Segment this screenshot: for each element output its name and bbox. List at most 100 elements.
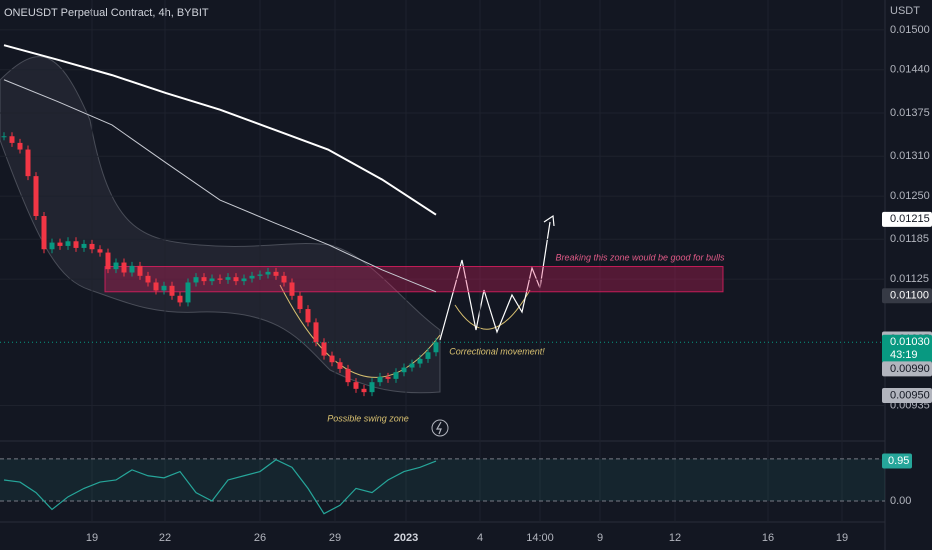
price-badge-label: 0.00990 [890, 363, 930, 375]
y-tick-label: 0.01375 [890, 107, 930, 119]
candle [393, 372, 399, 379]
candle [289, 282, 295, 296]
projection-path [439, 221, 551, 341]
x-tick-label: 26 [254, 532, 266, 544]
candle [137, 265, 143, 276]
oscillator-tick-label: 0.00 [890, 495, 911, 507]
candle [161, 285, 167, 291]
candle [65, 241, 71, 246]
candle [177, 295, 183, 303]
y-tick-label: 0.01125 [890, 273, 929, 285]
candle [73, 241, 79, 248]
candle [321, 342, 327, 356]
candle [369, 382, 375, 393]
candle [153, 282, 159, 291]
candle [57, 242, 63, 246]
candle [425, 352, 431, 359]
candle [89, 243, 95, 250]
price-badge [882, 288, 932, 304]
annotation: Possible swing zone [327, 413, 409, 423]
x-tick-label: 4 [477, 532, 483, 544]
candle [265, 271, 271, 275]
candle [281, 275, 287, 283]
candle [97, 249, 103, 253]
moving-average [3, 79, 437, 293]
candle [41, 216, 47, 250]
candle [201, 277, 207, 282]
y-tick-label: 0.01500 [890, 24, 930, 36]
candle [9, 136, 15, 143]
x-tick-label: 2023 [394, 532, 418, 544]
candle [329, 355, 335, 363]
x-tick-label: 12 [669, 532, 681, 544]
candle [121, 262, 127, 273]
moving-average [3, 44, 437, 216]
band-area [0, 56, 441, 394]
oscillator-line [3, 459, 437, 515]
x-tick-label: 29 [329, 532, 341, 544]
y-tick-label: 0.01185 [890, 233, 929, 245]
candle [353, 382, 359, 389]
x-tick-label: 14:00 [526, 532, 554, 544]
candle [345, 368, 351, 383]
candle [257, 274, 263, 276]
price-badge [882, 334, 932, 363]
oscillator-badge [882, 453, 912, 469]
projection-arrow [543, 214, 555, 227]
event-bolt [435, 421, 442, 435]
candle [409, 363, 415, 368]
candle [145, 275, 151, 283]
candle [249, 275, 255, 279]
candle [337, 362, 343, 369]
candle [273, 271, 279, 276]
y-tick-label: 0.01310 [890, 150, 930, 162]
candle [233, 277, 239, 282]
annotation: Breaking this zone would be good for bul… [555, 252, 725, 262]
price-badge-label: 0.00950 [890, 389, 930, 401]
price-badge-label: 0.01100 [890, 290, 929, 302]
countdown: 43:19 [890, 349, 918, 361]
candle [113, 262, 119, 270]
x-tick-label: 9 [597, 532, 603, 544]
x-tick-label: 19 [86, 532, 98, 544]
price-badge-label: 0.01030 [890, 336, 930, 348]
correction-curve [454, 289, 531, 330]
price-zone [104, 266, 724, 293]
candle [417, 358, 423, 364]
currency: USDT [890, 5, 920, 17]
candle [401, 367, 407, 373]
candle [81, 243, 87, 248]
x-tick-label: 22 [159, 532, 171, 544]
candle [25, 149, 31, 177]
candle [377, 376, 383, 383]
candle [33, 176, 39, 217]
price-badge [882, 387, 932, 403]
candle [49, 242, 55, 250]
candle [361, 388, 367, 393]
x-tick-label: 16 [762, 532, 774, 544]
candle [129, 265, 135, 273]
price-badge-label: 0.01215 [890, 213, 930, 225]
x-tick-label: 19 [836, 532, 848, 544]
candle [225, 277, 231, 280]
y-tick-label: 0.01250 [890, 190, 930, 202]
chart-title: ONEUSDT Perpetual Contract, 4h, BYBIT [4, 7, 209, 19]
candle [217, 278, 223, 280]
candle [241, 278, 247, 282]
candle [17, 142, 23, 150]
candle [297, 295, 303, 310]
candle [1, 136, 7, 138]
candle [105, 252, 111, 270]
candle [169, 285, 175, 296]
price-badge [882, 211, 932, 227]
y-tick-label: 0.01440 [890, 64, 930, 76]
candle [305, 309, 311, 323]
candle [385, 376, 391, 379]
annotation: Correctional movement! [449, 346, 545, 356]
event-icon[interactable] [431, 419, 449, 437]
oscillator-band [0, 458, 885, 502]
candle [433, 342, 439, 353]
price-badge [882, 361, 932, 377]
oscillator-badge-label: 0.95 [888, 455, 909, 467]
